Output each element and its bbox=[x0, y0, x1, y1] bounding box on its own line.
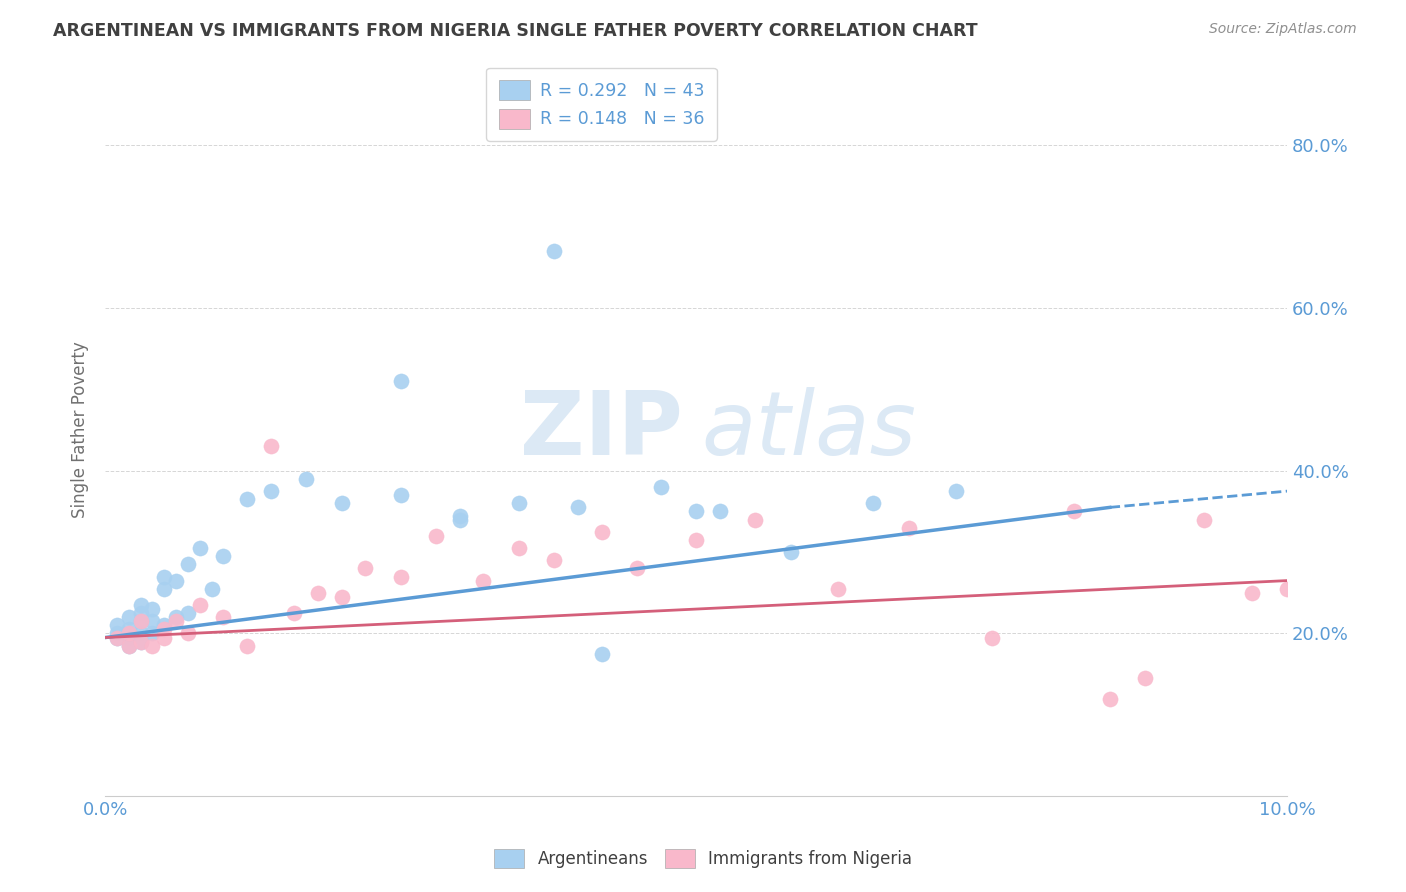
Point bbox=[389, 488, 412, 502]
Point bbox=[508, 496, 530, 510]
Point bbox=[425, 529, 447, 543]
Point bbox=[153, 569, 176, 583]
Point bbox=[129, 614, 152, 628]
Point bbox=[188, 541, 211, 555]
Point bbox=[153, 618, 176, 632]
Point bbox=[295, 472, 318, 486]
Point bbox=[165, 610, 187, 624]
Point bbox=[1098, 691, 1121, 706]
Point bbox=[177, 626, 200, 640]
Text: Source: ZipAtlas.com: Source: ZipAtlas.com bbox=[1209, 22, 1357, 37]
Point bbox=[591, 524, 613, 539]
Point bbox=[118, 639, 141, 653]
Point bbox=[449, 508, 471, 523]
Legend: Argentineans, Immigrants from Nigeria: Argentineans, Immigrants from Nigeria bbox=[488, 842, 918, 875]
Point bbox=[449, 512, 471, 526]
Point bbox=[945, 484, 967, 499]
Point bbox=[827, 582, 849, 596]
Point bbox=[650, 480, 672, 494]
Point bbox=[508, 541, 530, 555]
Point bbox=[141, 602, 163, 616]
Point bbox=[118, 610, 141, 624]
Point bbox=[389, 569, 412, 583]
Point bbox=[897, 521, 920, 535]
Point bbox=[129, 598, 152, 612]
Point bbox=[212, 549, 235, 564]
Point bbox=[118, 623, 141, 637]
Text: atlas: atlas bbox=[702, 387, 915, 473]
Point bbox=[472, 574, 495, 588]
Point bbox=[543, 244, 565, 259]
Point bbox=[1194, 512, 1216, 526]
Point bbox=[685, 533, 707, 547]
Point bbox=[260, 484, 283, 499]
Point bbox=[330, 496, 353, 510]
Point bbox=[354, 561, 377, 575]
Point bbox=[591, 647, 613, 661]
Text: ARGENTINEAN VS IMMIGRANTS FROM NIGERIA SINGLE FATHER POVERTY CORRELATION CHART: ARGENTINEAN VS IMMIGRANTS FROM NIGERIA S… bbox=[53, 22, 979, 40]
Y-axis label: Single Father Poverty: Single Father Poverty bbox=[72, 342, 89, 518]
Point bbox=[744, 512, 766, 526]
Point bbox=[1063, 504, 1085, 518]
Point bbox=[1135, 671, 1157, 685]
Point bbox=[105, 618, 128, 632]
Point bbox=[567, 500, 589, 515]
Point bbox=[177, 606, 200, 620]
Point bbox=[543, 553, 565, 567]
Point bbox=[779, 545, 801, 559]
Point bbox=[1275, 582, 1298, 596]
Point bbox=[153, 623, 176, 637]
Point bbox=[1240, 586, 1263, 600]
Point bbox=[709, 504, 731, 518]
Point bbox=[129, 634, 152, 648]
Point bbox=[118, 631, 141, 645]
Text: ZIP: ZIP bbox=[520, 386, 683, 474]
Point bbox=[118, 639, 141, 653]
Point bbox=[980, 631, 1002, 645]
Point bbox=[165, 574, 187, 588]
Point bbox=[129, 606, 152, 620]
Point bbox=[165, 614, 187, 628]
Point bbox=[307, 586, 329, 600]
Point bbox=[283, 606, 305, 620]
Point bbox=[105, 631, 128, 645]
Point bbox=[105, 626, 128, 640]
Point bbox=[212, 610, 235, 624]
Point bbox=[105, 631, 128, 645]
Point bbox=[153, 582, 176, 596]
Point bbox=[177, 558, 200, 572]
Point bbox=[129, 626, 152, 640]
Point bbox=[188, 598, 211, 612]
Point bbox=[626, 561, 648, 575]
Point bbox=[118, 626, 141, 640]
Point bbox=[862, 496, 884, 510]
Point bbox=[236, 639, 259, 653]
Point bbox=[200, 582, 222, 596]
Point bbox=[260, 439, 283, 453]
Point bbox=[236, 492, 259, 507]
Point bbox=[389, 374, 412, 388]
Point bbox=[129, 614, 152, 628]
Point bbox=[153, 631, 176, 645]
Point bbox=[141, 614, 163, 628]
Point bbox=[685, 504, 707, 518]
Point bbox=[141, 626, 163, 640]
Point bbox=[129, 634, 152, 648]
Point bbox=[141, 639, 163, 653]
Legend: R = 0.292   N = 43, R = 0.148   N = 36: R = 0.292 N = 43, R = 0.148 N = 36 bbox=[486, 68, 717, 141]
Point bbox=[330, 590, 353, 604]
